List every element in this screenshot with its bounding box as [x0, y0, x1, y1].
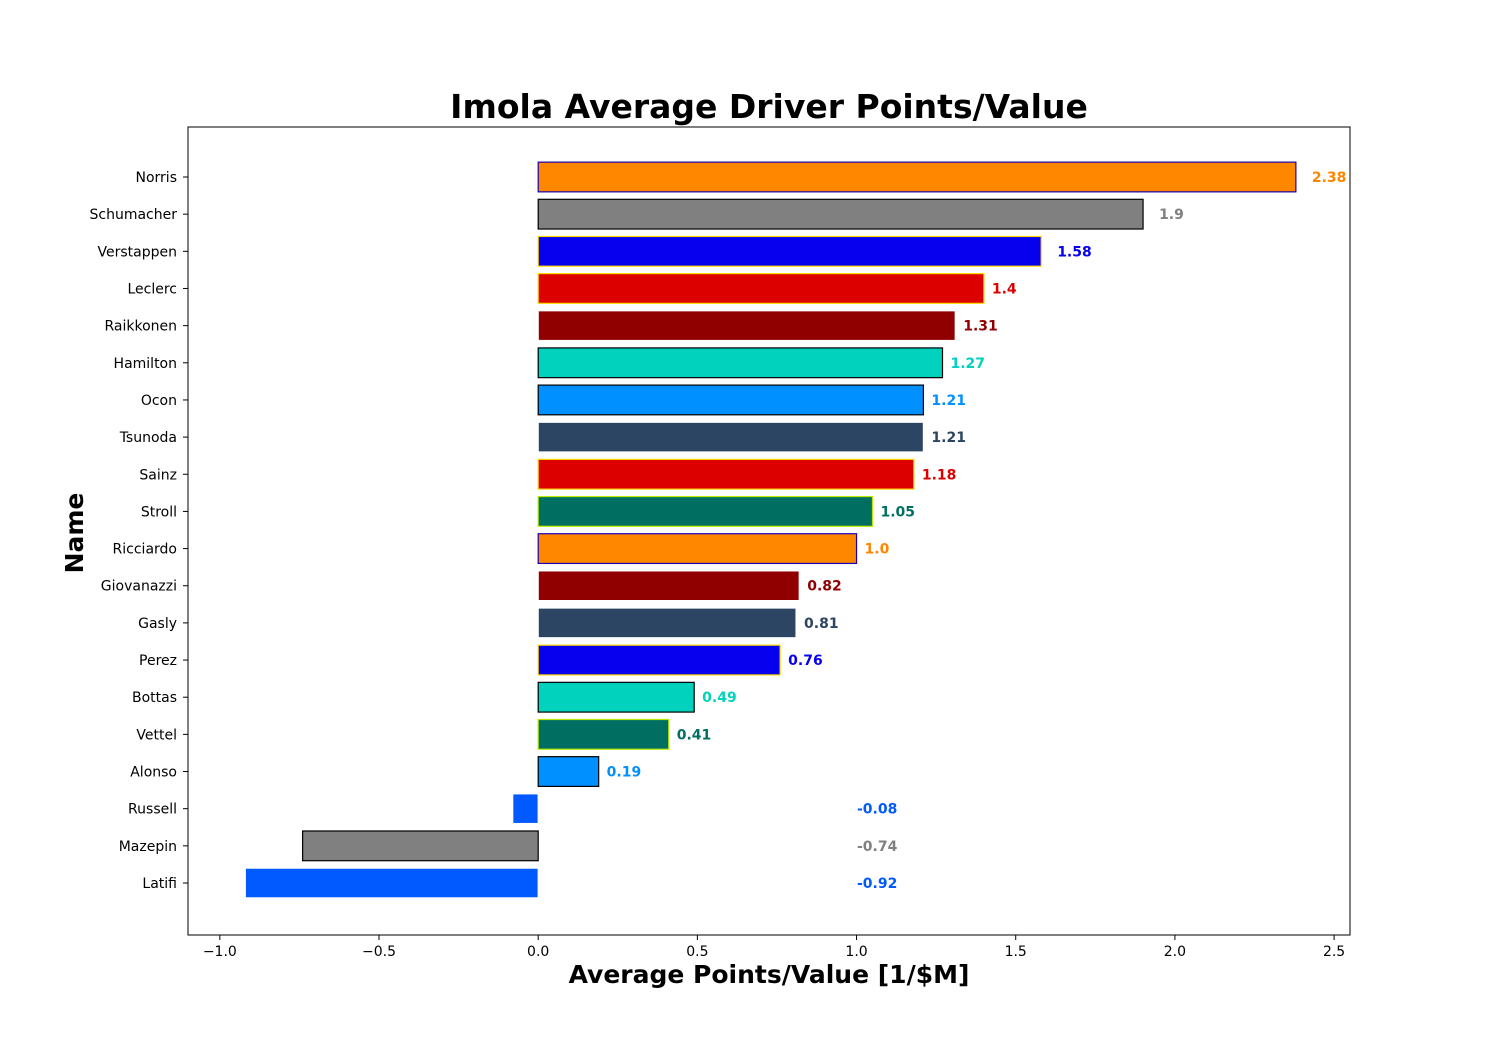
y-tick-label-giovanazzi: Giovanazzi: [101, 579, 177, 595]
y-tick-label-verstappen: Verstappen: [98, 244, 177, 260]
x-tick-label: 1.5: [1005, 944, 1027, 960]
data-label-leclerc: 1.4: [992, 281, 1017, 297]
data-label-ricciardo: 1.0: [865, 542, 890, 558]
y-tick-label-hamilton: Hamilton: [114, 356, 177, 372]
bar-hamilton: [537, 347, 944, 379]
bar-raikkonen: [537, 310, 956, 342]
y-tick-label-leclerc: Leclerc: [127, 281, 177, 297]
x-tick-label: −1.0: [203, 944, 237, 960]
y-tick-label-schumacher: Schumacher: [90, 207, 178, 223]
x-axis-label: Average Points/Value [1/$M]: [569, 960, 970, 989]
data-label-vettel: 0.41: [677, 727, 712, 743]
y-axis-label: Name: [60, 493, 89, 574]
bar-verstappen: [537, 235, 1042, 267]
y-tick-labels: Norris Schumacher Verstappen Leclerc Raikkon…: [90, 170, 188, 892]
x-tick-label: 0.5: [686, 944, 708, 960]
bar-ocon: [537, 384, 925, 416]
data-label-giovanazzi: 0.82: [807, 579, 842, 595]
y-tick-label-gasly: Gasly: [138, 616, 177, 632]
data-label-norris: 2.38: [1312, 170, 1347, 186]
data-label-stroll: 1.05: [880, 504, 915, 520]
y-tick-label-latifi: Latifi: [142, 876, 177, 892]
y-tick-label-raikkonen: Raikkonen: [104, 319, 177, 335]
x-axis-ticks: −1.0 −0.5 0.0 0.5 1.0 1.5 2.0 2.5: [203, 935, 1345, 960]
data-label-bottas: 0.49: [702, 690, 737, 706]
bar-russell: [512, 793, 539, 825]
data-label-russell: -0.08: [857, 802, 897, 818]
y-tick-label-alonso: Alonso: [130, 765, 177, 781]
data-label-perez: 0.76: [788, 653, 823, 669]
bar-mazepin: [302, 830, 539, 862]
bar-sainz: [537, 458, 915, 490]
y-tick-label-bottas: Bottas: [132, 690, 177, 706]
x-tick-label: 2.5: [1323, 944, 1345, 960]
y-tick-label-norris: Norris: [136, 170, 178, 186]
data-label-hamilton: 1.27: [951, 356, 986, 372]
bar-perez: [537, 644, 781, 676]
y-tick-label-ocon: Ocon: [141, 393, 177, 409]
y-tick-label-ricciardo: Ricciardo: [113, 542, 177, 558]
bar-ricciardo: [537, 533, 858, 565]
chart-title: Imola Average Driver Points/Value: [450, 87, 1088, 126]
data-label-gasly: 0.81: [804, 616, 839, 632]
y-tick-label-mazepin: Mazepin: [119, 839, 177, 855]
data-label-raikkonen: 1.31: [963, 319, 998, 335]
bar-alonso: [537, 756, 600, 787]
data-label-verstappen: 1.58: [1057, 244, 1092, 260]
bar-bottas: [537, 681, 695, 713]
bars-group: [244, 161, 1297, 899]
y-tick-label-stroll: Stroll: [141, 504, 177, 520]
data-label-sainz: 1.18: [922, 467, 957, 483]
y-tick-label-perez: Perez: [139, 653, 177, 669]
bar-leclerc: [537, 273, 985, 304]
data-label-mazepin: -0.74: [857, 839, 898, 855]
x-tick-label: 1.0: [845, 944, 867, 960]
bar-norris: [537, 161, 1297, 193]
bar-giovanazzi: [537, 570, 800, 602]
y-tick-label-sainz: Sainz: [139, 467, 177, 483]
plot-area-frame: [187, 126, 1351, 936]
bar-vettel: [537, 718, 670, 750]
bar-latifi: [244, 867, 539, 899]
bar-stroll: [537, 495, 874, 527]
data-label-alonso: 0.19: [607, 765, 642, 781]
bar-gasly: [537, 607, 797, 639]
y-tick-label-vettel: Vettel: [136, 727, 177, 743]
bar-tsunoda: [537, 421, 925, 453]
data-label-latifi: -0.92: [857, 876, 897, 892]
bar-schumacher: [537, 198, 1144, 230]
data-label-tsunoda: 1.21: [931, 430, 966, 446]
y-tick-label-tsunoda: Tsunoda: [119, 430, 177, 446]
data-labels: 2.38 1.9 1.58 1.4 1.31 1.27 1.21 1.21 1.18 1.05 1.…: [607, 170, 1347, 892]
y-tick-label-russell: Russell: [128, 802, 177, 818]
x-tick-label: −0.5: [362, 944, 396, 960]
data-label-schumacher: 1.9: [1159, 207, 1184, 223]
x-tick-label: 0.0: [527, 944, 549, 960]
data-label-ocon: 1.21: [931, 393, 966, 409]
x-tick-label: 2.0: [1164, 944, 1186, 960]
